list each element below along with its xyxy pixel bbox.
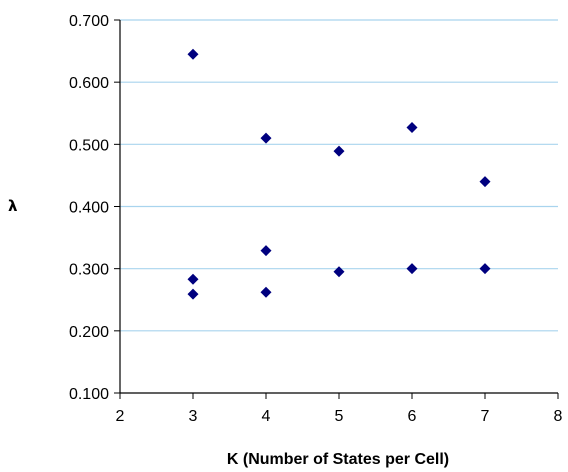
data-point-diamond <box>333 145 345 157</box>
data-point-diamond <box>406 263 418 275</box>
y-tick-label: 0.300 <box>69 262 109 279</box>
x-tick-label: 5 <box>335 408 344 425</box>
y-axis-title: λ <box>8 197 18 215</box>
data-point-diamond <box>260 286 272 298</box>
x-tick-label: 8 <box>554 408 563 425</box>
data-point-diamond <box>260 245 272 257</box>
y-tick-label: 0.200 <box>69 324 109 341</box>
x-tick-label: 6 <box>408 408 417 425</box>
data-point-diamond <box>406 122 418 134</box>
y-tick-labels: 0.100 0.200 0.300 0.400 0.500 0.600 0.700 <box>69 13 109 403</box>
x-tick-label: 4 <box>262 408 271 425</box>
data-points <box>187 48 491 300</box>
data-point-diamond <box>333 266 345 278</box>
y-tick-label: 0.400 <box>69 200 109 217</box>
y-tick-label: 0.100 <box>69 386 109 403</box>
y-tick-label: 0.500 <box>69 137 109 154</box>
gridlines <box>120 19 558 332</box>
data-point-diamond <box>479 263 491 275</box>
x-tick-labels: 2 3 4 5 6 7 8 <box>116 408 563 425</box>
data-point-diamond <box>187 48 199 60</box>
data-point-diamond <box>187 288 199 300</box>
data-point-diamond <box>187 273 199 285</box>
data-point-diamond <box>479 176 491 188</box>
y-tick-label: 0.600 <box>69 75 109 92</box>
axes <box>114 19 559 399</box>
x-tick-label: 7 <box>481 408 490 425</box>
x-tick-label: 2 <box>116 408 125 425</box>
data-point-diamond <box>260 132 272 144</box>
y-tick-label: 0.700 <box>69 13 109 30</box>
x-axis-title: K (Number of States per Cell) <box>227 451 449 468</box>
x-tick-label: 3 <box>189 408 198 425</box>
